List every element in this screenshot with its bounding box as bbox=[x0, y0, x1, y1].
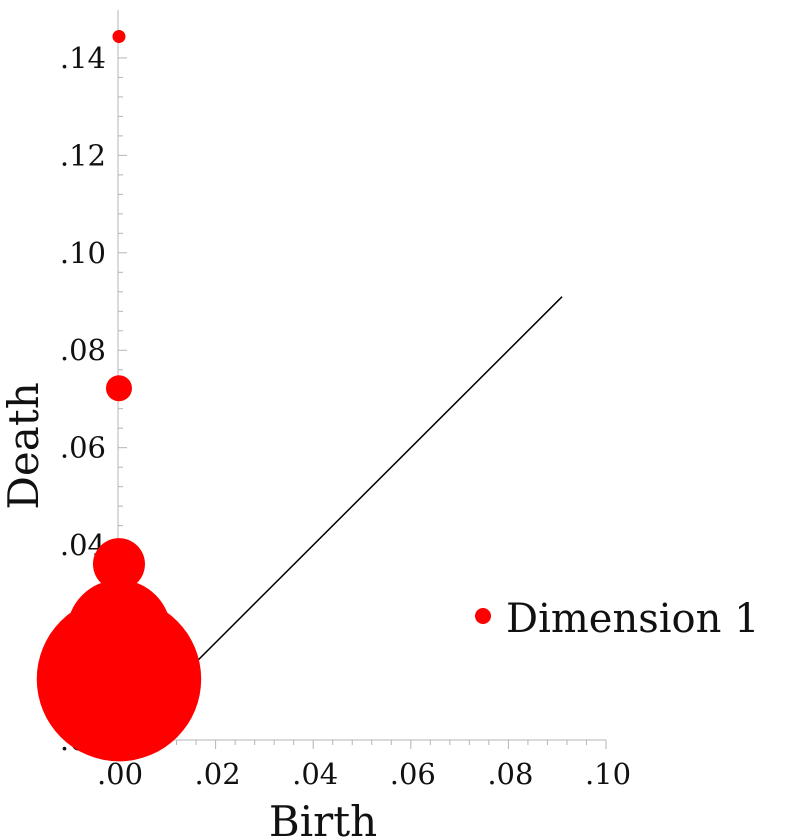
diagonal bbox=[176, 296, 563, 683]
point-0-2 bbox=[92, 538, 145, 591]
x-tick-label-4: .08 bbox=[487, 757, 533, 791]
y-tick-label-4: .08 bbox=[60, 333, 106, 367]
x-tick-label-3: .06 bbox=[390, 757, 436, 791]
y-tick-label-3: .06 bbox=[60, 431, 106, 465]
y-tick-label-6: .12 bbox=[60, 138, 106, 172]
legend-marker-dimension-1 bbox=[475, 608, 491, 624]
x-tick-label-1: .02 bbox=[195, 757, 241, 791]
x-axis-title: Birth bbox=[269, 797, 377, 840]
data-points bbox=[36, 30, 202, 762]
legend-label-dimension-1: Dimension 1 bbox=[506, 596, 760, 642]
x-tick-label-0: .00 bbox=[97, 757, 143, 791]
y-tick-label-5: .10 bbox=[60, 236, 106, 270]
y-tick-label-7: .14 bbox=[60, 41, 106, 75]
point-0-0 bbox=[112, 30, 126, 43]
x-tick-label-5: .10 bbox=[585, 757, 631, 791]
y-axis-title: Death bbox=[0, 382, 48, 510]
x-tick-label-2: .04 bbox=[292, 757, 338, 791]
point-0-1 bbox=[105, 375, 132, 402]
diagonal-line bbox=[176, 296, 563, 683]
point-0-4 bbox=[36, 596, 202, 762]
legend: Dimension 1 bbox=[475, 596, 760, 642]
